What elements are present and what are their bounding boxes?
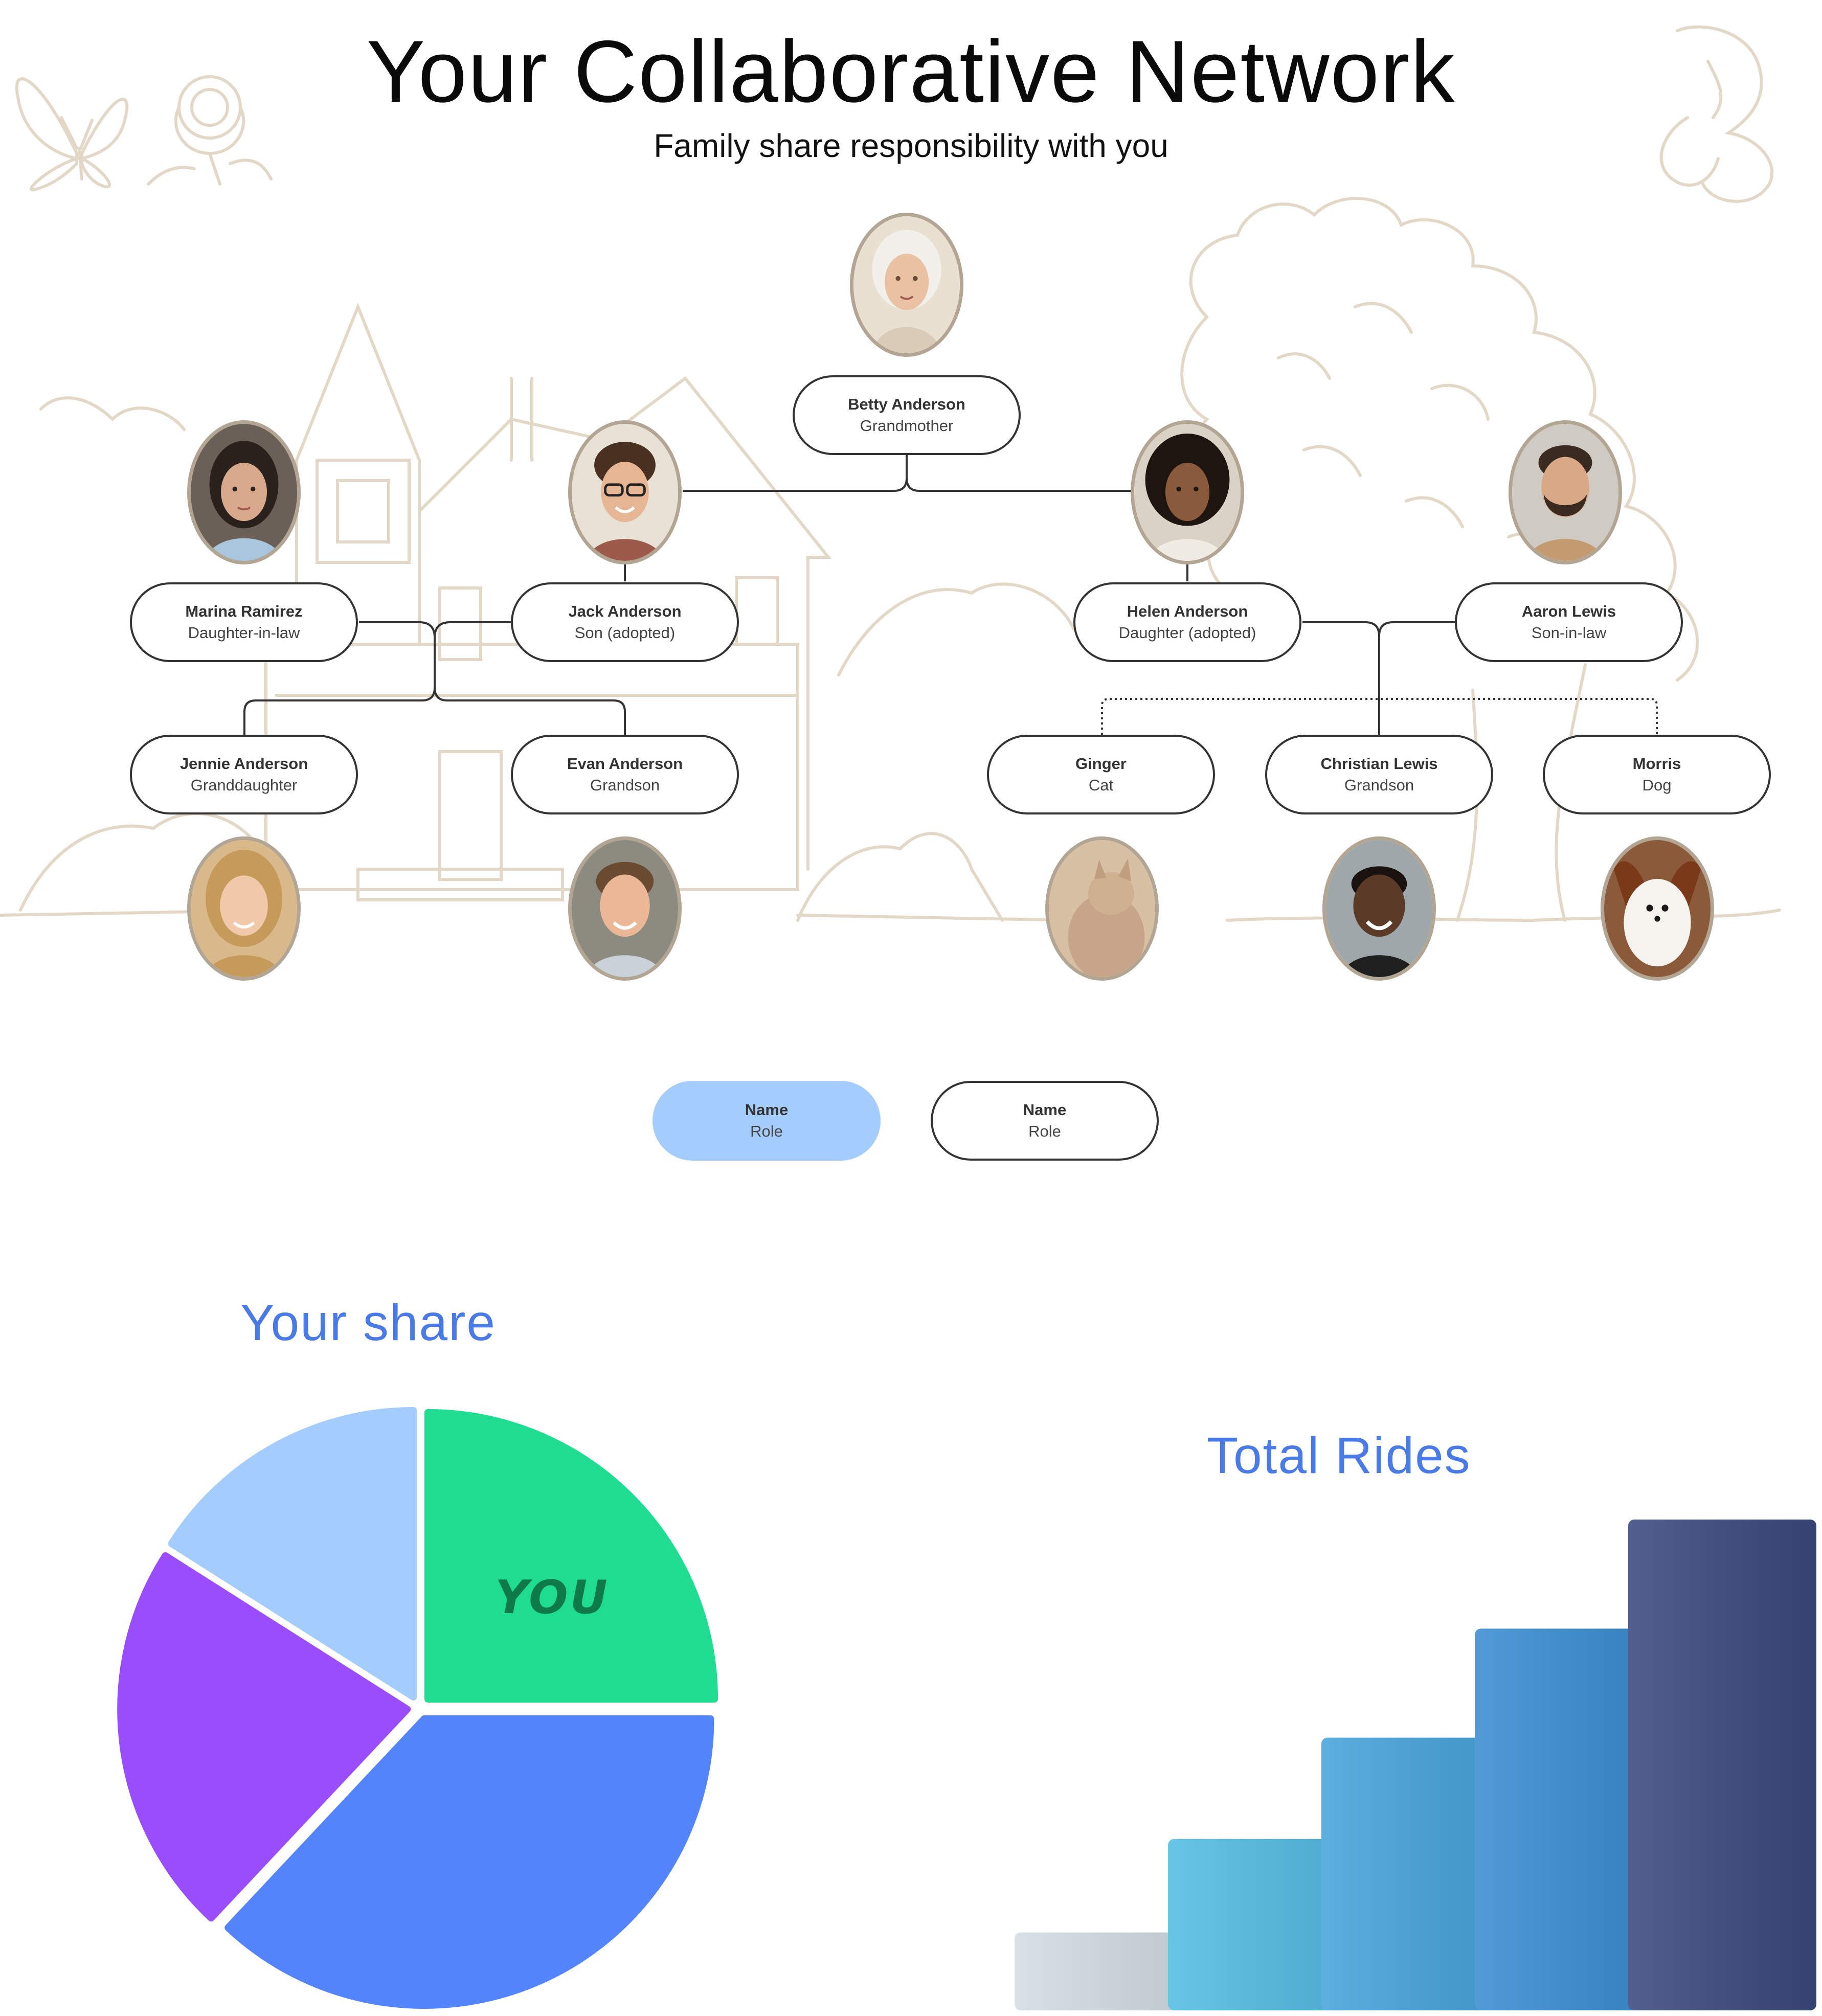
- butterfly-icon: [15, 77, 129, 192]
- member-card-evan[interactable]: Evan Anderson Grandson: [511, 735, 739, 814]
- member-card-betty[interactable]: Betty Anderson Grandmother: [793, 375, 1021, 455]
- member-role: Son-in-law: [1531, 624, 1607, 642]
- member-role: Dog: [1642, 776, 1672, 794]
- share-pie-chart: YOU: [117, 1407, 718, 2009]
- member-role: Grandson: [1344, 776, 1414, 794]
- member-card-christian[interactable]: Christian Lewis Grandson: [1265, 735, 1493, 814]
- avatar-jennie: [187, 836, 301, 981]
- member-role: Son (adopted): [574, 624, 676, 642]
- member-name: Christian Lewis: [1320, 755, 1438, 773]
- member-name: Aaron Lewis: [1521, 602, 1616, 620]
- member-role: Granddaughter: [190, 776, 298, 794]
- share-section-title: Your share: [240, 1294, 496, 1351]
- page-subtitle: Family share responsibility with you: [654, 127, 1168, 164]
- avatar-christian: [1322, 836, 1436, 981]
- member-card-jack[interactable]: Jack Anderson Son (adopted): [511, 582, 739, 662]
- legend-name: Name: [1023, 1101, 1067, 1119]
- legend-item-highlighted: Name Role: [653, 1081, 881, 1161]
- avatar-jack: [568, 420, 682, 564]
- member-card-ginger[interactable]: Ginger Cat: [987, 735, 1215, 814]
- member-role: Grandson: [590, 776, 660, 794]
- legend-name: Name: [745, 1101, 789, 1119]
- bar-shade-5: [1628, 1520, 1816, 2010]
- avatar-aaron: [1509, 420, 1622, 564]
- rose-icon: [147, 75, 273, 186]
- member-name: Morris: [1632, 755, 1681, 773]
- bar-shade-1: [1015, 1932, 1203, 2010]
- member-card-jennie[interactable]: Jennie Anderson Granddaughter: [130, 735, 358, 814]
- flourish-icon: [1659, 25, 1774, 203]
- rides-bar-chart: [1015, 1520, 1816, 2010]
- avatar-ginger-cat: [1045, 836, 1159, 981]
- member-role: Grandmother: [860, 417, 954, 435]
- member-name: Jennie Anderson: [179, 755, 308, 773]
- member-card-marina[interactable]: Marina Ramirez Daughter-in-law: [130, 582, 358, 662]
- pie-slice-4: [168, 1407, 417, 1701]
- shrub-center: [796, 582, 1075, 922]
- avatar-morris-dog: [1601, 836, 1714, 981]
- member-name: Helen Anderson: [1127, 602, 1248, 620]
- pie-slice-3: [117, 1552, 411, 1922]
- member-role: Cat: [1088, 776, 1114, 794]
- page-title: Your Collaborative Network: [366, 22, 1456, 121]
- legend-role: Role: [1028, 1122, 1061, 1140]
- avatar-betty: [850, 213, 963, 357]
- avatar-evan: [568, 836, 682, 981]
- member-card-helen[interactable]: Helen Anderson Daughter (adopted): [1073, 582, 1301, 662]
- avatar-helen: [1131, 420, 1244, 564]
- member-card-aaron[interactable]: Aaron Lewis Son-in-law: [1455, 582, 1683, 662]
- member-name: Evan Anderson: [567, 755, 683, 773]
- shrub-left: [19, 396, 267, 912]
- bar-shade-4: [1475, 1628, 1663, 2010]
- family-tree-connectors: [243, 455, 1658, 735]
- member-role: Daughter-in-law: [188, 624, 300, 642]
- rides-section-title: Total Rides: [1207, 1427, 1471, 1484]
- member-name: Betty Anderson: [848, 395, 965, 413]
- avatar-marina: [187, 420, 301, 564]
- member-name: Marina Ramirez: [185, 602, 303, 620]
- member-name: Jack Anderson: [568, 602, 682, 620]
- member-card-morris[interactable]: Morris Dog: [1543, 735, 1771, 814]
- member-name: Ginger: [1075, 755, 1127, 773]
- member-role: Daughter (adopted): [1118, 624, 1256, 642]
- bar-shade-3: [1321, 1737, 1510, 2010]
- pie-slice-label-you: YOU: [495, 1571, 610, 1624]
- bar-shade-2: [1168, 1839, 1356, 2010]
- pie-slice-you: [424, 1409, 718, 1703]
- legend-item-outlined: Name Role: [931, 1081, 1159, 1161]
- legend-role: Role: [750, 1122, 783, 1140]
- pie-slice-2: [224, 1715, 714, 2009]
